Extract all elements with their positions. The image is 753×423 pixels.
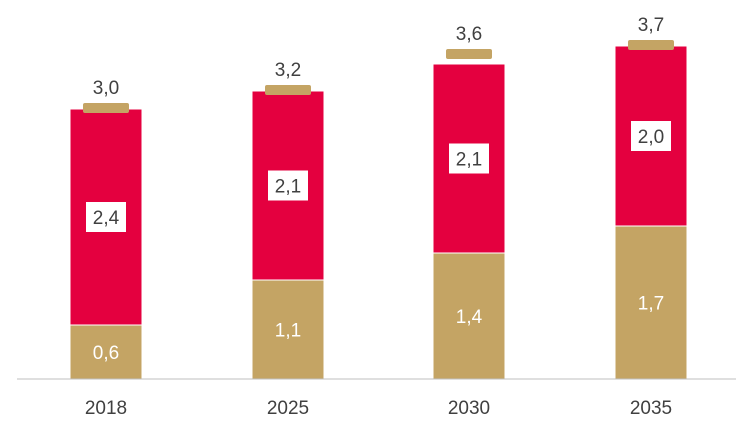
total-marker-2035 — [628, 40, 674, 50]
data-label-0-2035: 1,7 — [638, 294, 664, 315]
data-label-1-2025: 2,1 — [275, 177, 301, 198]
data-label-1-2035: 2,0 — [638, 127, 664, 148]
total-label-2035: 3,7 — [638, 15, 664, 36]
total-marker-2025 — [265, 85, 311, 95]
total-marker-2030 — [446, 49, 492, 59]
data-label-0-2018: 0,6 — [93, 343, 119, 364]
x-tick-label-2035: 2035 — [630, 398, 672, 419]
data-label-0-2025: 1,1 — [275, 321, 301, 342]
data-label-box-1-2030 — [449, 143, 489, 174]
data-label-box-1-2018 — [86, 202, 126, 232]
total-label-2018: 3,0 — [93, 78, 119, 99]
labels-layer: 0,6 2,4 3,0 2018 1,1 2,1 3,2 2025 1,4 2,1 3,6 2030 1… — [83, 15, 674, 419]
bars-layer — [69, 45, 688, 380]
data-label-box-1-2025 — [268, 170, 308, 201]
data-label-box-1-2035 — [631, 121, 671, 151]
total-label-2030: 3,6 — [456, 24, 482, 45]
x-tick-label-2025: 2025 — [267, 398, 309, 419]
total-label-2025: 3,2 — [275, 60, 301, 81]
data-label-1-2018: 2,4 — [93, 208, 120, 229]
data-label-1-2030: 2,1 — [456, 150, 482, 171]
x-tick-label-2018: 2018 — [85, 398, 127, 419]
bar-segment-0-2030 — [432, 252, 506, 380]
total-marker-2018 — [83, 103, 129, 113]
data-label-0-2030: 1,4 — [456, 307, 483, 328]
x-tick-label-2030: 2030 — [448, 398, 490, 419]
bar-segment-0-2018 — [69, 324, 143, 380]
